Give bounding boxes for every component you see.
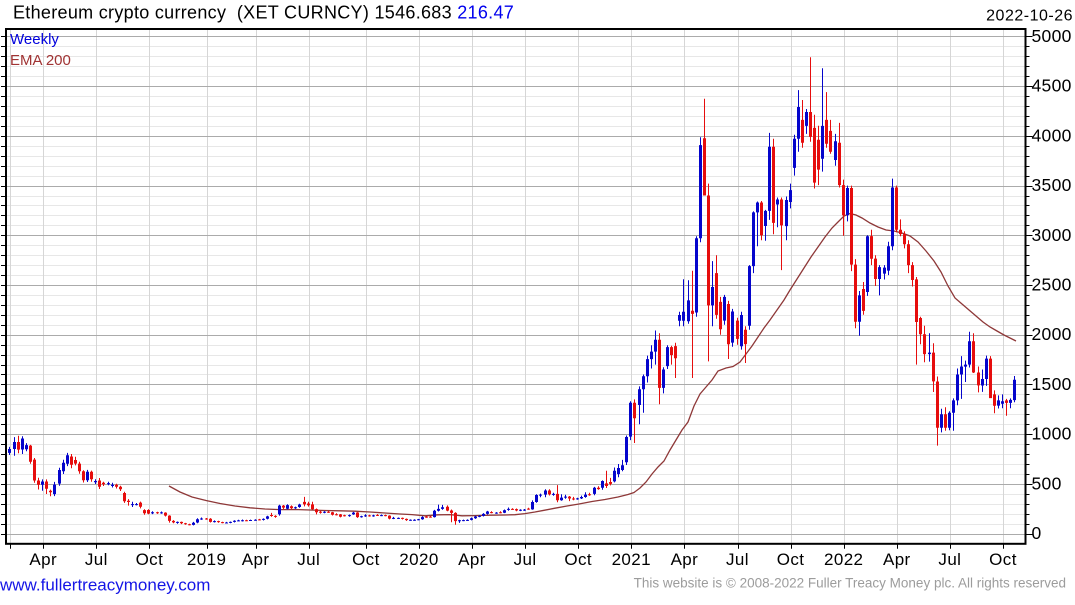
svg-text:Apr: Apr <box>458 550 486 569</box>
svg-text:0: 0 <box>1032 523 1042 543</box>
svg-text:Apr: Apr <box>671 550 699 569</box>
svg-text:www.fullertreacymoney.com: www.fullertreacymoney.com <box>0 576 210 595</box>
svg-text:Apr: Apr <box>883 550 911 569</box>
svg-text:Apr: Apr <box>29 550 57 569</box>
svg-text:EMA 200: EMA 200 <box>10 52 71 69</box>
svg-text:Oct: Oct <box>352 550 380 569</box>
svg-text:2020: 2020 <box>399 550 438 569</box>
svg-text:3000: 3000 <box>1032 225 1072 245</box>
svg-text:Jul: Jul <box>297 550 320 569</box>
svg-text:Ethereum crypto currency (XET: Ethereum crypto currency (XET CURNCY) 15… <box>13 3 514 23</box>
svg-text:Oct: Oct <box>989 550 1017 569</box>
svg-text:2500: 2500 <box>1032 275 1072 295</box>
svg-text:This website is © 2008-2022 Fu: This website is © 2008-2022 Fuller Treac… <box>634 576 1066 591</box>
svg-text:Oct: Oct <box>564 550 592 569</box>
svg-text:4500: 4500 <box>1032 76 1072 96</box>
svg-text:Jul: Jul <box>938 550 961 569</box>
svg-text:Jul: Jul <box>85 550 108 569</box>
svg-text:3500: 3500 <box>1032 175 1072 195</box>
svg-text:Jul: Jul <box>726 550 749 569</box>
svg-text:Apr: Apr <box>242 550 270 569</box>
svg-text:500: 500 <box>1032 473 1062 493</box>
svg-text:Jul: Jul <box>514 550 537 569</box>
svg-text:4000: 4000 <box>1032 125 1072 145</box>
svg-text:5000: 5000 <box>1032 26 1072 46</box>
svg-text:2022-10-26: 2022-10-26 <box>986 8 1073 25</box>
svg-text:2019: 2019 <box>187 550 226 569</box>
svg-text:Weekly: Weekly <box>10 31 59 48</box>
svg-text:Oct: Oct <box>136 550 164 569</box>
svg-text:1500: 1500 <box>1032 374 1072 394</box>
svg-text:Oct: Oct <box>777 550 805 569</box>
svg-text:1000: 1000 <box>1032 424 1072 444</box>
svg-text:2022: 2022 <box>824 550 863 569</box>
svg-text:2000: 2000 <box>1032 324 1072 344</box>
svg-text:2021: 2021 <box>612 550 651 569</box>
